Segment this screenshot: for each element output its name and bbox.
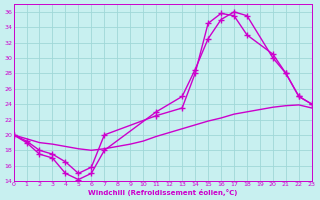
X-axis label: Windchill (Refroidissement éolien,°C): Windchill (Refroidissement éolien,°C) [88,189,237,196]
